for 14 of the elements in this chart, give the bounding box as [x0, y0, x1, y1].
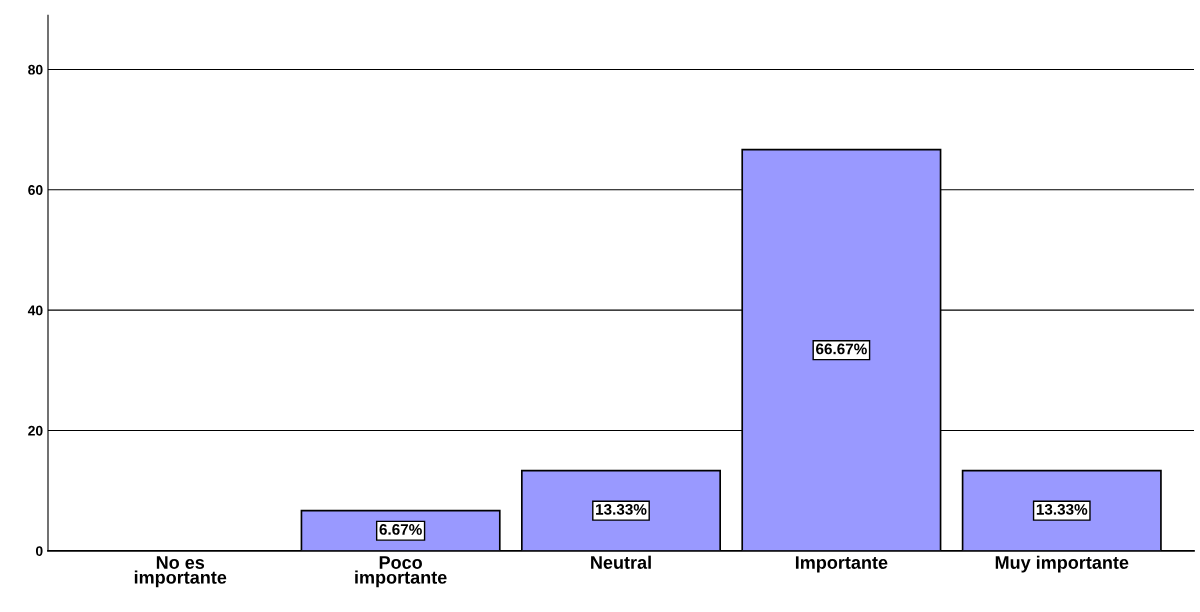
x-tick-label: Importante — [795, 556, 888, 573]
y-tick-label: 80 — [28, 64, 43, 75]
y-tick-label: 40 — [27, 305, 43, 316]
data-label: 66.67% — [816, 343, 867, 355]
x-tick-label: No es importante — [134, 556, 227, 588]
x-tick-label: Poco importante — [355, 556, 447, 588]
x-tick-label: Muy importante — [995, 555, 1129, 573]
data-label: 13.33% — [1036, 503, 1088, 515]
data-label: 13.33% — [596, 503, 647, 515]
x-tick-label: Neutral — [591, 555, 651, 569]
y-tick-label: 20 — [28, 425, 43, 436]
y-tick-label: 0 — [35, 546, 43, 556]
y-tick-label: 60 — [28, 185, 43, 195]
data-label: 6.67% — [379, 524, 422, 535]
